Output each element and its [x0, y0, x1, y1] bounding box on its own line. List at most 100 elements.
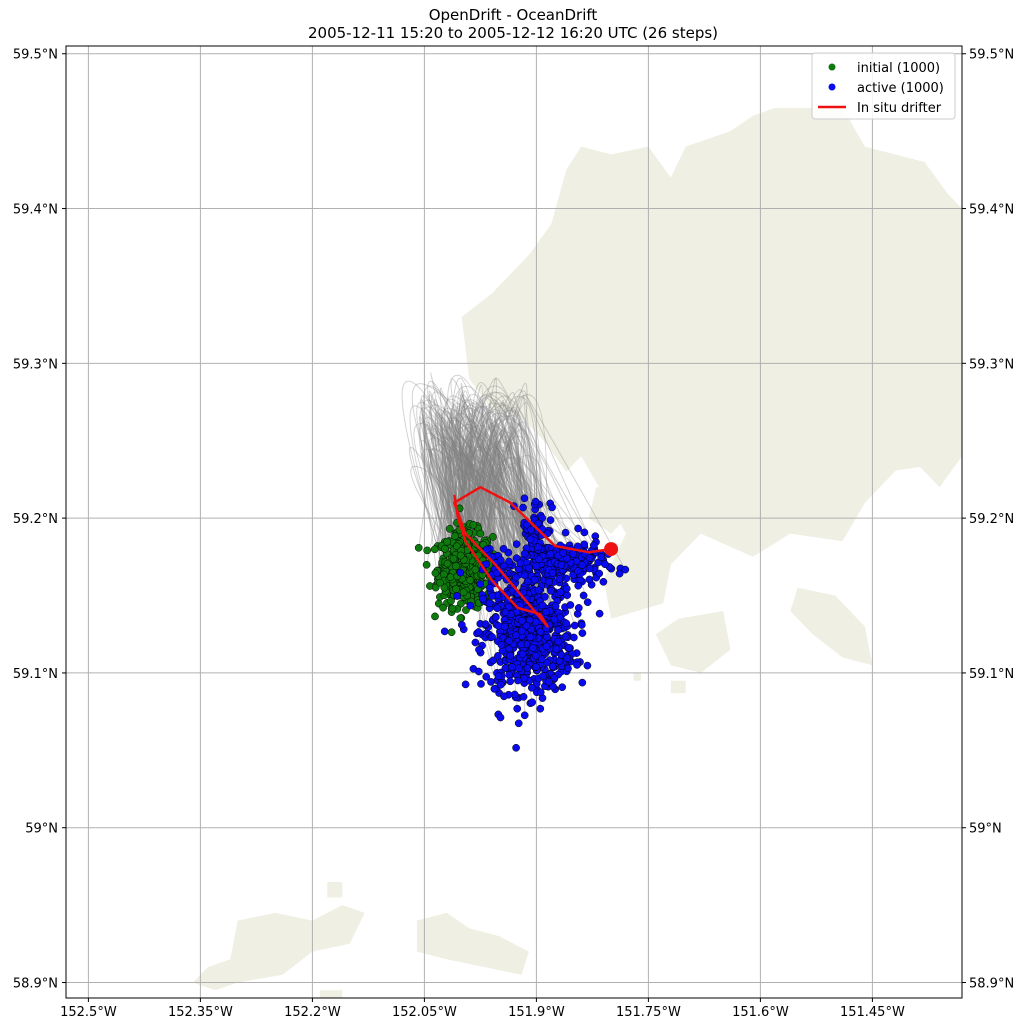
trajectory-line — [475, 447, 521, 594]
trajectory-line — [461, 447, 508, 559]
trajectory-line — [462, 389, 532, 614]
axis-ticks: 152.5°W 152.35°W 152.2°W 152.05°W 151.9°W 151… — [13, 48, 1014, 1020]
trajectory-line — [437, 429, 520, 616]
active-particle — [556, 588, 565, 597]
active-particle — [546, 516, 555, 524]
initial-particle — [459, 588, 468, 597]
initial-particle — [456, 551, 465, 560]
trajectory-line — [455, 421, 511, 634]
trajectory-line — [457, 399, 548, 652]
trajectory-line — [430, 425, 522, 623]
active-particle — [577, 621, 586, 629]
initial-particle — [423, 546, 432, 555]
active-particle — [585, 564, 594, 573]
trajectory-line — [440, 462, 554, 687]
active-particle — [512, 743, 520, 752]
trajectory-line — [459, 401, 597, 568]
trajectory-line — [457, 441, 550, 564]
trajectory-line — [434, 398, 496, 588]
trajectory-line — [458, 394, 569, 669]
trajectory-line — [454, 409, 539, 577]
lat-tick-label-left: 59.1°N — [13, 667, 58, 682]
lat-tick-label-left: 59.3°N — [13, 357, 58, 372]
active-particle — [518, 627, 526, 635]
trajectory-line — [411, 383, 586, 555]
land-polygon — [416, 912, 529, 975]
trajectory-line — [428, 390, 516, 591]
trajectory-line — [481, 422, 539, 591]
trajectory-line — [454, 462, 578, 575]
trajectory-line — [451, 424, 532, 640]
active-particle — [453, 592, 462, 600]
initial-particle — [440, 583, 449, 592]
lon-tick-label: 152.35°W — [168, 1005, 233, 1020]
active-particle — [518, 616, 526, 625]
active-particle — [474, 667, 483, 676]
trajectory-line — [449, 445, 559, 568]
active-particle — [482, 560, 491, 569]
trajectory-line — [456, 409, 523, 616]
active-particle — [597, 553, 606, 562]
active-particle — [531, 497, 540, 506]
trajectory-line — [471, 394, 561, 572]
land-polygon — [588, 487, 626, 534]
active-particle — [512, 540, 521, 548]
initial-particle — [443, 559, 452, 568]
trajectory-line — [464, 412, 508, 610]
trajectory-line — [448, 403, 577, 575]
initial-particle — [431, 583, 440, 592]
active-particle — [538, 601, 547, 610]
trajectory-line — [420, 399, 538, 641]
active-particle — [457, 620, 466, 629]
active-particle — [570, 633, 578, 642]
drifter-layer — [453, 485, 619, 628]
trajectory-line — [422, 417, 535, 565]
active-particle — [496, 680, 505, 689]
lon-tick-label: 151.6°W — [732, 1005, 789, 1020]
trajectory-line — [449, 407, 512, 621]
active-particle — [501, 608, 510, 617]
gridlines — [66, 46, 962, 998]
trajectory-line — [448, 416, 506, 613]
trajectory-line — [409, 405, 515, 583]
active-particle — [477, 680, 485, 688]
land-polygon — [655, 611, 731, 673]
active-particle — [523, 577, 532, 586]
initial-particle — [445, 524, 454, 533]
trajectory-line — [454, 401, 540, 568]
initial-particle — [422, 560, 431, 569]
trajectory-line — [468, 421, 518, 632]
land-polygon — [319, 990, 343, 998]
trajectory-line — [445, 421, 550, 645]
active-particle — [574, 524, 582, 533]
legend: initial (1000) active (1000) In situ drift… — [811, 52, 956, 120]
initial-particle — [476, 529, 485, 538]
trajectory-line — [487, 412, 511, 619]
trajectory-line — [422, 385, 540, 560]
active-particle — [526, 535, 535, 544]
trajectory-line — [450, 400, 519, 613]
active-particle — [569, 550, 578, 558]
active-particle — [440, 627, 449, 636]
trajectory-line — [457, 441, 526, 574]
initial-particle — [471, 565, 480, 574]
trajectory-line — [451, 399, 559, 578]
trajectory-line — [442, 398, 515, 580]
active-particle — [482, 672, 491, 681]
lat-tick-label-right: 59.1°N — [969, 667, 1014, 682]
trajectory-line — [457, 390, 510, 608]
active-particle — [534, 543, 542, 552]
active-particle — [491, 613, 500, 622]
active-particle — [485, 599, 494, 608]
trajectory-line — [428, 437, 578, 584]
active-particle — [548, 662, 557, 671]
active-particle — [558, 683, 567, 692]
trajectory-line — [427, 380, 485, 601]
active-particle — [566, 601, 575, 609]
trajectory-line — [440, 427, 566, 628]
initial-particle — [456, 614, 465, 622]
trajectory-line — [468, 421, 543, 565]
lat-tick-label-right: 58.9°N — [969, 977, 1014, 992]
trajectory-line — [430, 372, 569, 656]
